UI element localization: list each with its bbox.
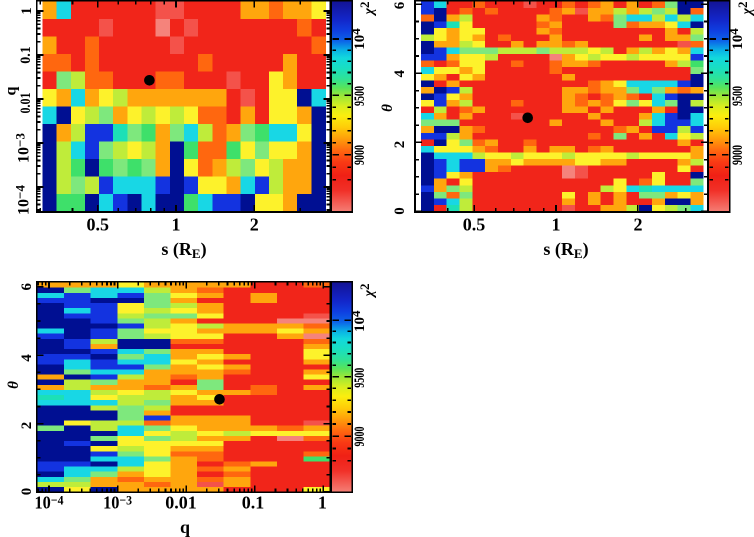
svg-text:0.5: 0.5	[463, 215, 486, 235]
svg-text:0.1: 0.1	[242, 493, 265, 513]
svg-text:2: 2	[392, 141, 408, 149]
svg-text:s (RE): s (RE)	[161, 239, 206, 261]
svg-text:θ: θ	[6, 381, 22, 389]
svg-text:9500: 9500	[352, 368, 368, 388]
svg-text:2: 2	[19, 422, 35, 430]
svg-text:0.01: 0.01	[165, 493, 197, 513]
svg-text:q: q	[180, 517, 190, 537]
svg-text:9000: 9000	[730, 145, 746, 165]
svg-text:2: 2	[634, 215, 643, 235]
svg-text:χ2: χ2	[357, 1, 377, 16]
svg-text:0: 0	[19, 488, 35, 496]
svg-text:χ2: χ2	[735, 1, 754, 16]
svg-text:0.01: 0.01	[18, 93, 34, 114]
svg-text:9000: 9000	[352, 145, 368, 165]
svg-text:9500: 9500	[730, 86, 746, 106]
svg-text:1: 1	[552, 215, 561, 235]
svg-text:0.5: 0.5	[86, 215, 109, 235]
svg-text:6: 6	[392, 1, 408, 9]
svg-text:s (RE): s (RE)	[543, 239, 588, 261]
svg-text:0: 0	[392, 207, 408, 215]
svg-text:χ2: χ2	[357, 283, 377, 298]
svg-text:9500: 9500	[352, 86, 368, 106]
svg-text:1: 1	[172, 215, 181, 235]
svg-text:θ: θ	[380, 104, 396, 112]
svg-text:6: 6	[19, 283, 35, 291]
svg-text:9000: 9000	[352, 427, 368, 447]
svg-text:1: 1	[318, 493, 327, 513]
svg-text:0.1: 0.1	[18, 46, 34, 64]
svg-text:q: q	[2, 86, 19, 95]
svg-text:4: 4	[392, 70, 408, 78]
svg-text:4: 4	[19, 354, 35, 362]
svg-text:2: 2	[250, 215, 259, 235]
svg-text:1: 1	[19, 7, 35, 15]
